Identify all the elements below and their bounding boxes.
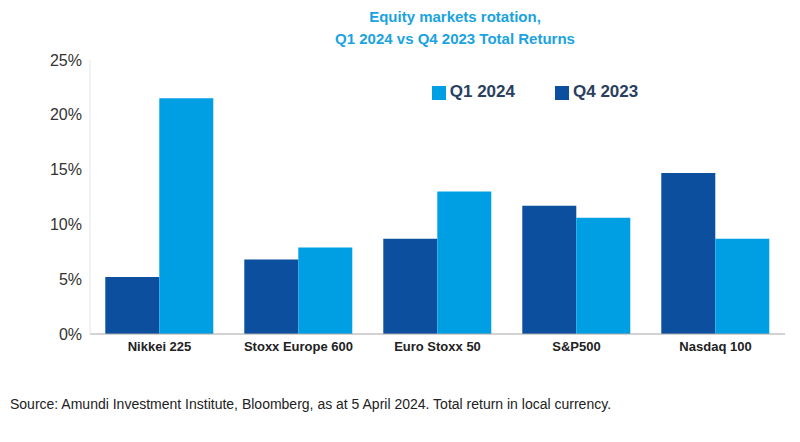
svg-text:Euro Stoxx 50: Euro Stoxx 50: [394, 339, 481, 354]
svg-text:15%: 15%: [50, 161, 82, 178]
svg-text:0%: 0%: [59, 326, 82, 343]
html-text:Q1 2024: Q1 2024: [449, 82, 515, 101]
svg-text:Nikkei 225: Nikkei 225: [128, 339, 192, 354]
html-text:Q4 2023: Q4 2023: [573, 82, 639, 101]
html-text:Source: Amundi Investment Inst: Source: Amundi Investment Institute, Blo…: [10, 396, 611, 412]
svg-text:5%: 5%: [59, 271, 82, 288]
svg-text:Stoxx Europe 600: Stoxx Europe 600: [244, 339, 353, 354]
svg-text:25%: 25%: [50, 52, 82, 69]
html-text:Equity markets rotation,: Equity markets rotation,: [369, 8, 541, 25]
svg-text:S&P500: S&P500: [552, 339, 600, 354]
svg-text:10%: 10%: [50, 216, 82, 233]
svg-text:Nasdaq 100: Nasdaq 100: [679, 339, 751, 354]
svg-text:20%: 20%: [50, 106, 82, 123]
html-text:Q1 2024 vs Q4 2023 Total Retur: Q1 2024 vs Q4 2023 Total Returns: [335, 30, 575, 47]
